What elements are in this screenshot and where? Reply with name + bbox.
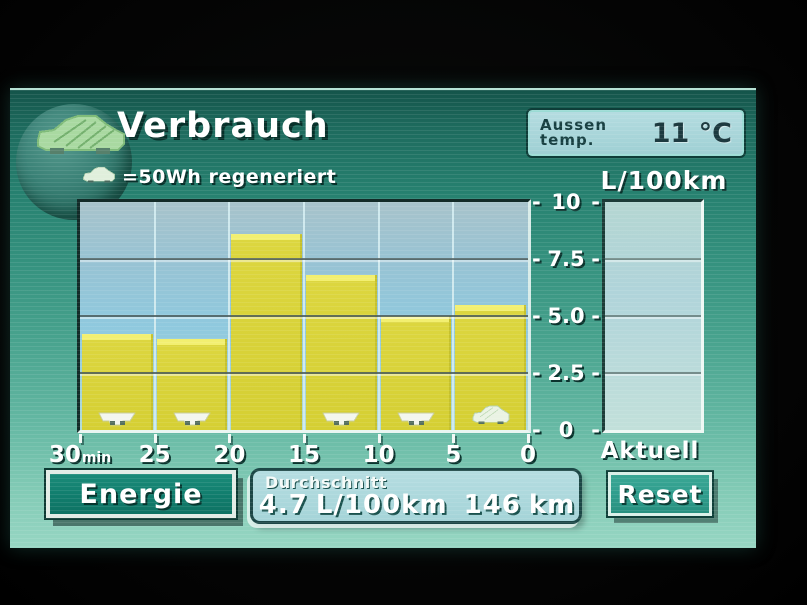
reset-button[interactable]: Reset	[606, 470, 714, 518]
average-panel: Durchschnitt 4.7 L/100km 146 km	[250, 468, 582, 524]
distance-unit: km	[528, 490, 576, 520]
energie-button-label: Energie	[79, 478, 203, 510]
horizontal-gridline-7.5	[80, 258, 528, 260]
car-infotainment-screen: Verbrauch =50Wh regeneriert Aussen temp.…	[10, 88, 756, 548]
horizontal-gridline-5.0	[605, 315, 701, 317]
energie-button[interactable]: Energie	[44, 468, 238, 520]
horizontal-gridline-5.0	[80, 315, 528, 317]
x-axis-tickmark	[303, 434, 306, 443]
y-axis-tick-2.5: -2.5-	[532, 361, 600, 385]
x-axis-tickmark	[377, 434, 381, 443]
outside-temperature-box: Aussen temp. 11 °C	[526, 108, 746, 158]
reset-button-label: Reset	[617, 479, 703, 509]
y-axis-tick-7.5: -7.5-	[532, 247, 600, 271]
y-axis-tick-5.0: -5.0-	[532, 304, 600, 328]
outside-temperature-label: Aussen temp.	[540, 116, 607, 149]
x-axis-label-0: 0	[519, 442, 536, 468]
x-axis-tickmark	[452, 434, 456, 443]
x-axis-label-20: 20	[213, 442, 246, 468]
average-values: 4.7 L/100km 146 km	[259, 490, 574, 520]
regeneration-legend: =50Wh regeneriert	[82, 165, 336, 189]
regen-full-car-icon	[453, 403, 528, 427]
horizontal-gridline-2.5	[80, 372, 528, 374]
x-axis-tickmark	[527, 434, 530, 443]
horizontal-gridline-2.5	[605, 372, 701, 374]
consumption-bar-15to10min	[306, 275, 377, 430]
x-axis-tickmark	[228, 434, 232, 443]
y-axis-tick-0: -0-	[532, 418, 600, 442]
eco-car-logo-icon	[34, 110, 128, 162]
x-axis-tickmark	[79, 434, 82, 443]
x-axis-label-15: 15	[287, 442, 320, 468]
legend-car-icon	[82, 165, 116, 189]
current-gauge-label: Aktuell	[600, 438, 700, 464]
x-axis-label-10: 10	[362, 442, 395, 468]
horizontal-gridline-7.5	[605, 258, 701, 260]
x-axis-tickmark	[153, 434, 157, 443]
average-label: Durchschnitt	[265, 473, 388, 492]
y-axis-tick-10: -10-	[532, 190, 600, 214]
x-axis-label-5: 5	[445, 442, 462, 468]
page-title: Verbrauch	[117, 106, 329, 146]
regen-partial-car-icon	[304, 412, 379, 427]
legend-text: =50Wh regeneriert	[122, 166, 337, 188]
regen-partial-car-icon	[80, 412, 155, 427]
average-unit: L/100km	[315, 490, 448, 520]
distance-value: 146	[463, 490, 521, 520]
outside-temperature-value: 11 °C	[651, 117, 732, 149]
x-axis-label-30: 30min	[48, 442, 112, 468]
consumption-bar-20to15min	[231, 234, 302, 430]
regen-partial-car-icon	[155, 412, 230, 427]
consumption-chart	[77, 199, 531, 433]
current-consumption-gauge	[602, 199, 704, 433]
regen-partial-car-icon	[379, 412, 454, 427]
average-value: 4.7	[258, 490, 308, 520]
y-axis-unit-label: L/100km	[600, 166, 728, 195]
x-axis-label-25: 25	[138, 442, 171, 468]
